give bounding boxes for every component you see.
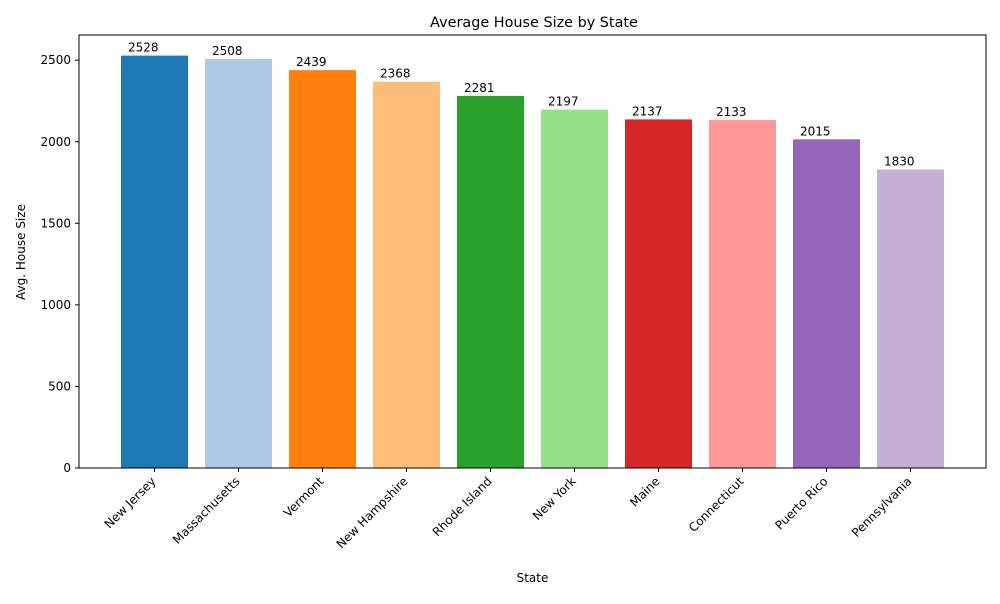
bar-value-label: 2137 <box>632 104 663 118</box>
chart-title: Average House Size by State <box>430 15 638 31</box>
bars-layer <box>121 55 944 469</box>
bar-value-label: 2015 <box>800 124 831 138</box>
x-tick-label: Pennsylvania <box>849 474 915 540</box>
y-axis-label: Avg. House Size <box>14 204 28 300</box>
y-tick-label: 1500 <box>40 216 71 230</box>
y-axis: 0 500 1000 1500 2000 2500 <box>40 53 79 475</box>
bar <box>625 119 692 469</box>
x-tick-label: New York <box>530 474 579 523</box>
bar <box>205 58 272 468</box>
bar <box>289 70 356 468</box>
y-tick-label: 2000 <box>40 135 71 149</box>
x-tick-label: New Jersey <box>102 474 159 531</box>
bar-value-label: 2197 <box>548 95 579 109</box>
x-tick-label: Rhode Island <box>430 474 495 539</box>
bar <box>877 169 944 469</box>
data-labels-layer: 2528 2508 2439 2368 2281 2197 2137 2133 2015 1830 <box>128 41 915 169</box>
x-axis-label: State <box>517 571 549 585</box>
x-tick-label: Maine <box>627 474 662 509</box>
bar-value-label: 2133 <box>716 105 747 119</box>
bar <box>541 109 608 469</box>
x-tick-label: Massachusetts <box>170 474 243 547</box>
bar <box>793 139 860 469</box>
y-tick-label: 2500 <box>40 53 71 67</box>
bar-value-label: 2528 <box>128 41 159 55</box>
x-tick-label: Vermont <box>281 474 327 520</box>
plot-frame <box>78 34 987 469</box>
bar <box>373 81 440 468</box>
bar-value-label: 2281 <box>464 81 495 95</box>
y-tick-label: 0 <box>63 461 71 475</box>
bar <box>709 120 776 469</box>
y-tick-label: 1000 <box>40 298 71 312</box>
bar <box>457 95 524 468</box>
bar-value-label: 2368 <box>380 67 411 81</box>
x-tick-label: Connecticut <box>686 474 747 535</box>
bar-value-label: 1830 <box>884 154 915 168</box>
x-tick-label: New Hampshire <box>334 474 411 551</box>
bar <box>121 55 188 469</box>
y-tick-label: 500 <box>48 379 71 393</box>
x-axis: New Jersey Massachusetts Vermont New Hampsh… <box>102 468 915 551</box>
bar-value-label: 2439 <box>296 55 327 69</box>
bar-value-label: 2508 <box>212 44 243 58</box>
x-tick-label: Puerto Rico <box>772 474 830 532</box>
